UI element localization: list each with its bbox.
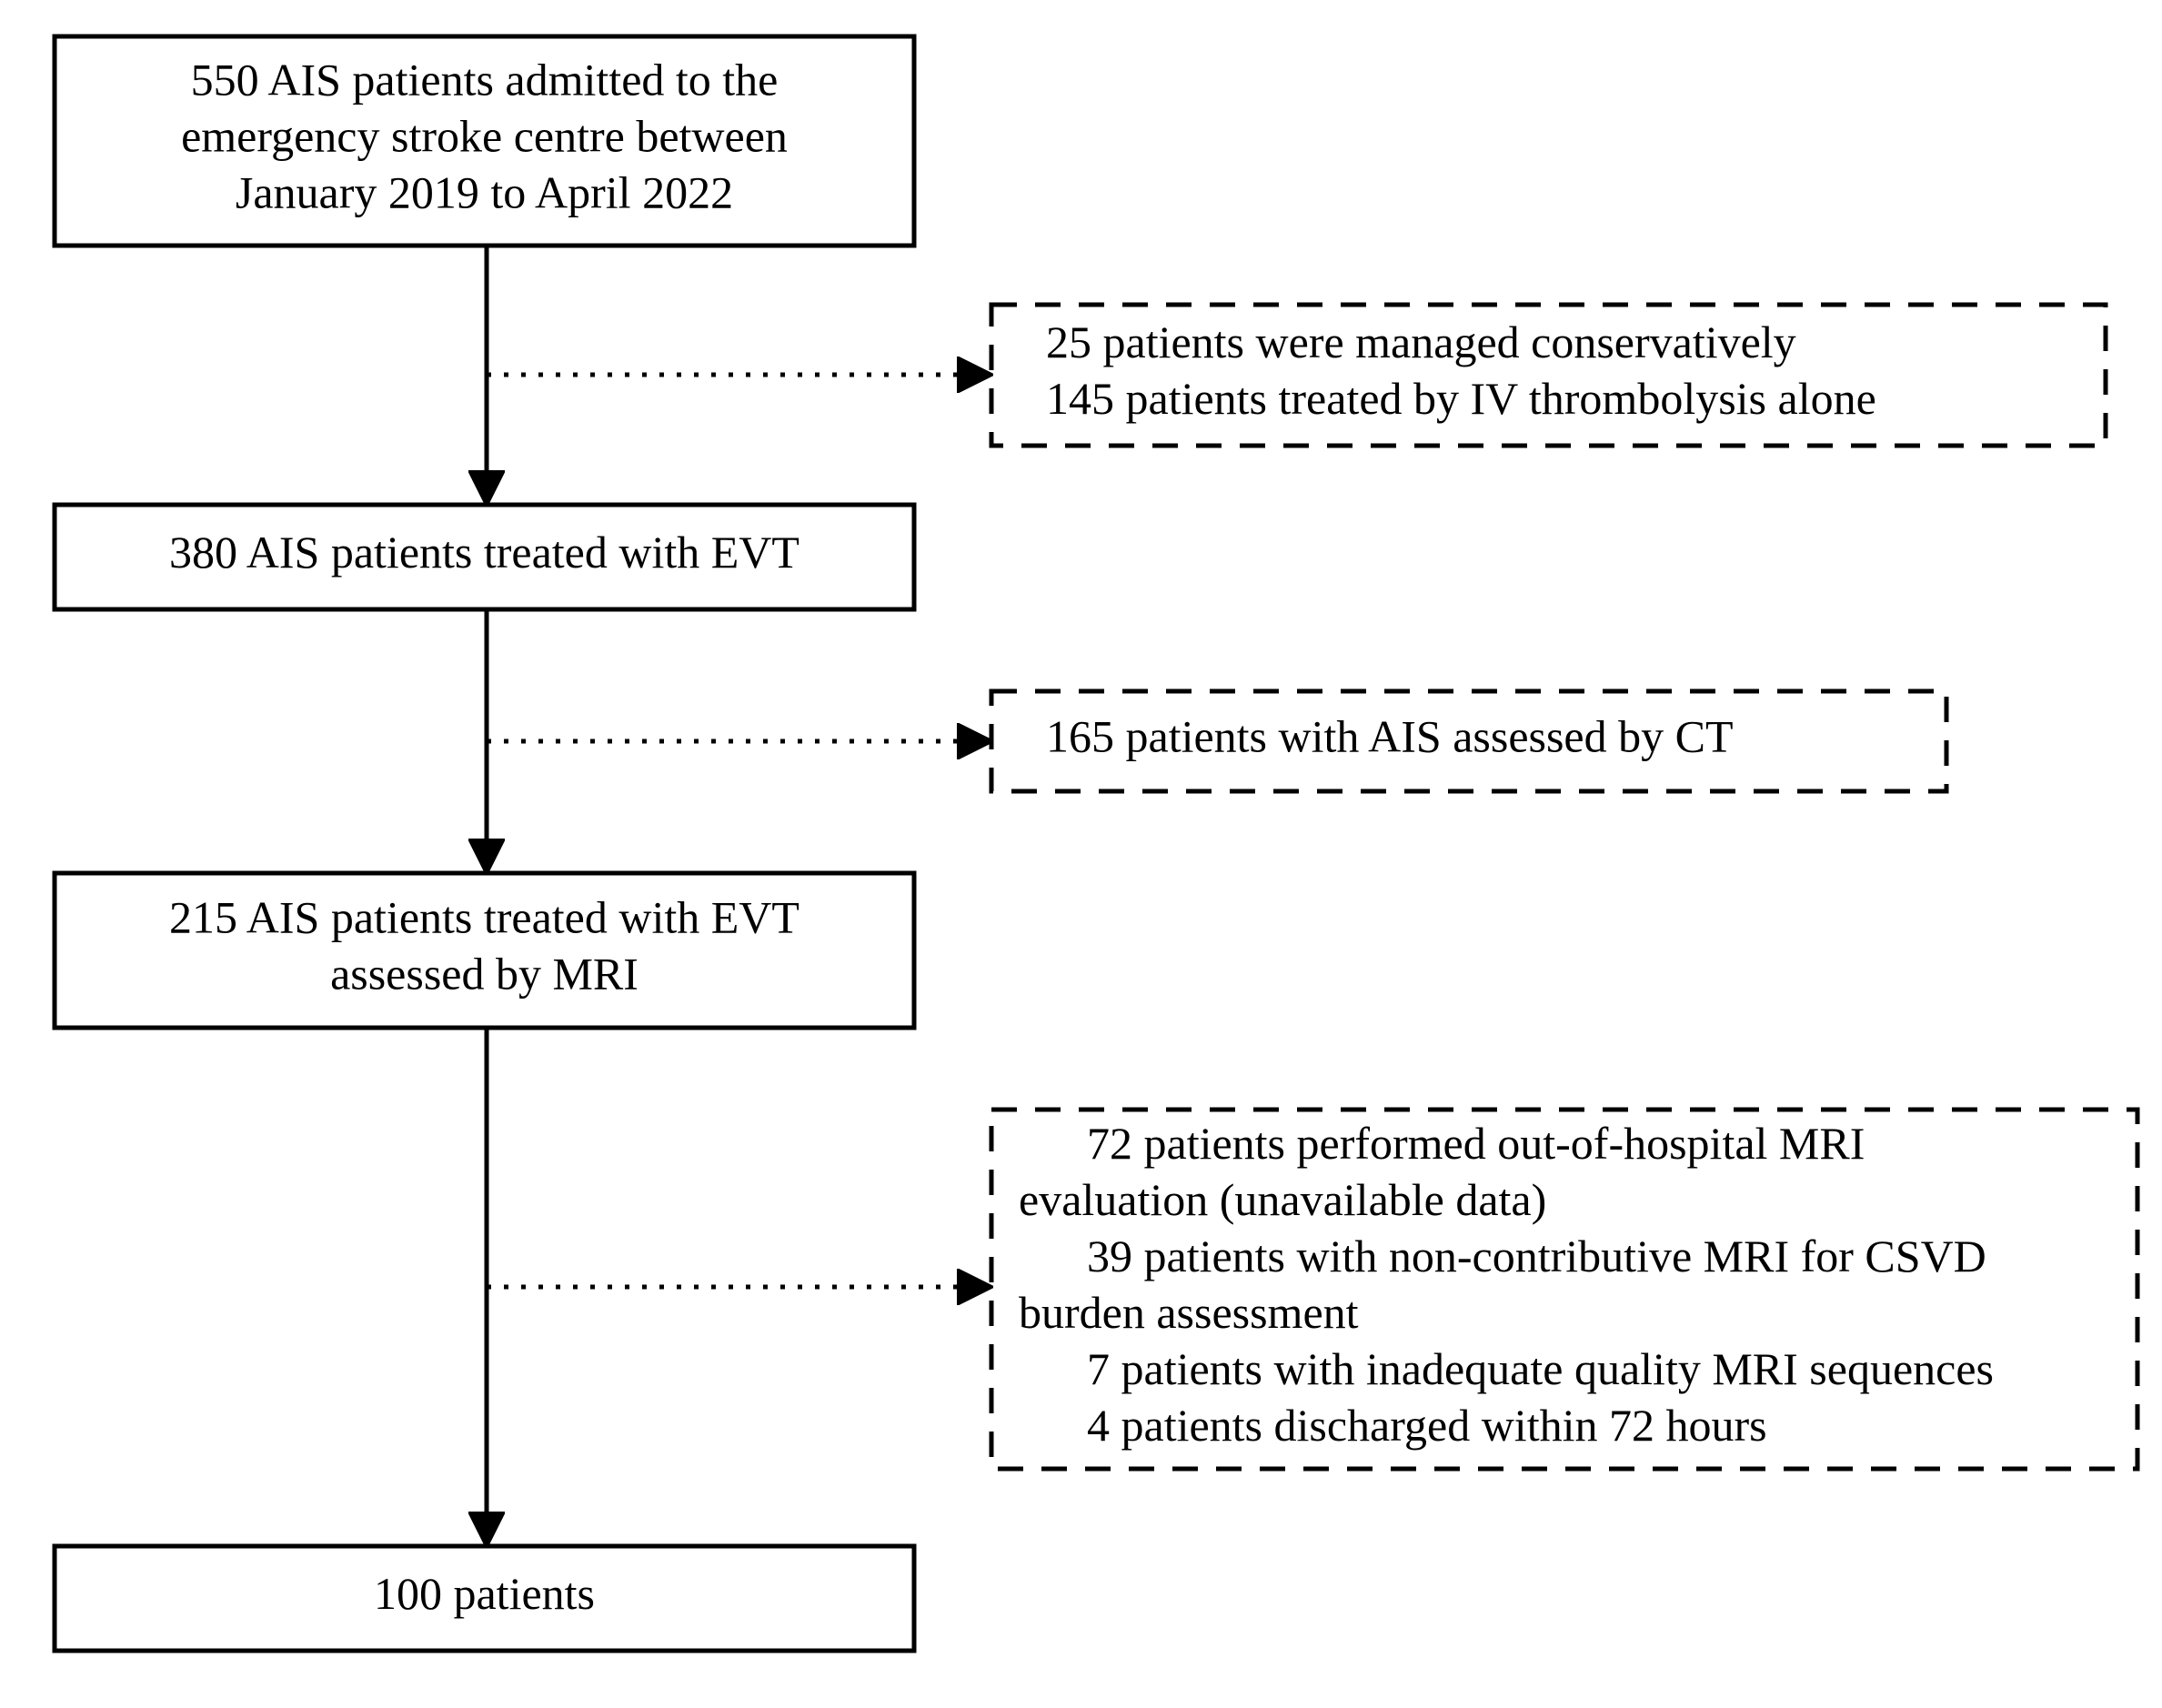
box-s1-line-1: 145 patients treated by IV thrombolysis … — [1046, 373, 1876, 424]
box-b3-line-0: 215 AIS patients treated with EVT — [169, 891, 799, 942]
box-s2: 165 patients with AIS assessed by CT — [991, 691, 1946, 791]
box-b1-line-2: January 2019 to April 2022 — [236, 166, 733, 217]
box-b1: 550 AIS patients admitted to theemergenc… — [55, 36, 914, 246]
box-b1-line-1: emergency stroke centre between — [181, 110, 788, 161]
box-s3-line-0: 72 patients performed out-of-hospital MR… — [1019, 1118, 1865, 1169]
box-b4-line-0: 100 patients — [374, 1568, 595, 1619]
box-s3: 72 patients performed out-of-hospital MR… — [991, 1110, 2137, 1469]
box-s3-line-5: 4 patients discharged within 72 hours — [1019, 1400, 1767, 1451]
box-s2-line-0: 165 patients with AIS assessed by CT — [1046, 710, 1734, 761]
box-b3: 215 AIS patients treated with EVT assesse… — [55, 873, 914, 1028]
box-b1-line-0: 550 AIS patients admitted to the — [191, 54, 779, 105]
box-b3-line-1: assessed by MRI — [330, 948, 639, 999]
flowchart-svg: 550 AIS patients admitted to theemergenc… — [0, 0, 2162, 1708]
box-s3-line-3: burden assessment — [1019, 1287, 1359, 1338]
box-b2-line-0: 380 AIS patients treated with EVT — [169, 527, 799, 578]
box-b2: 380 AIS patients treated with EVT — [55, 505, 914, 609]
box-s3-line-2: 39 patients with non-contributive MRI fo… — [1019, 1231, 1986, 1281]
box-s1: 25 patients were managed conservatively 1… — [991, 305, 2106, 446]
box-s1-line-0: 25 patients were managed conservatively — [1046, 316, 1796, 367]
box-s3-line-4: 7 patients with inadequate quality MRI s… — [1019, 1343, 1994, 1394]
box-s3-line-1: evaluation (unavailable data) — [1019, 1174, 1546, 1225]
box-b4: 100 patients — [55, 1546, 914, 1651]
